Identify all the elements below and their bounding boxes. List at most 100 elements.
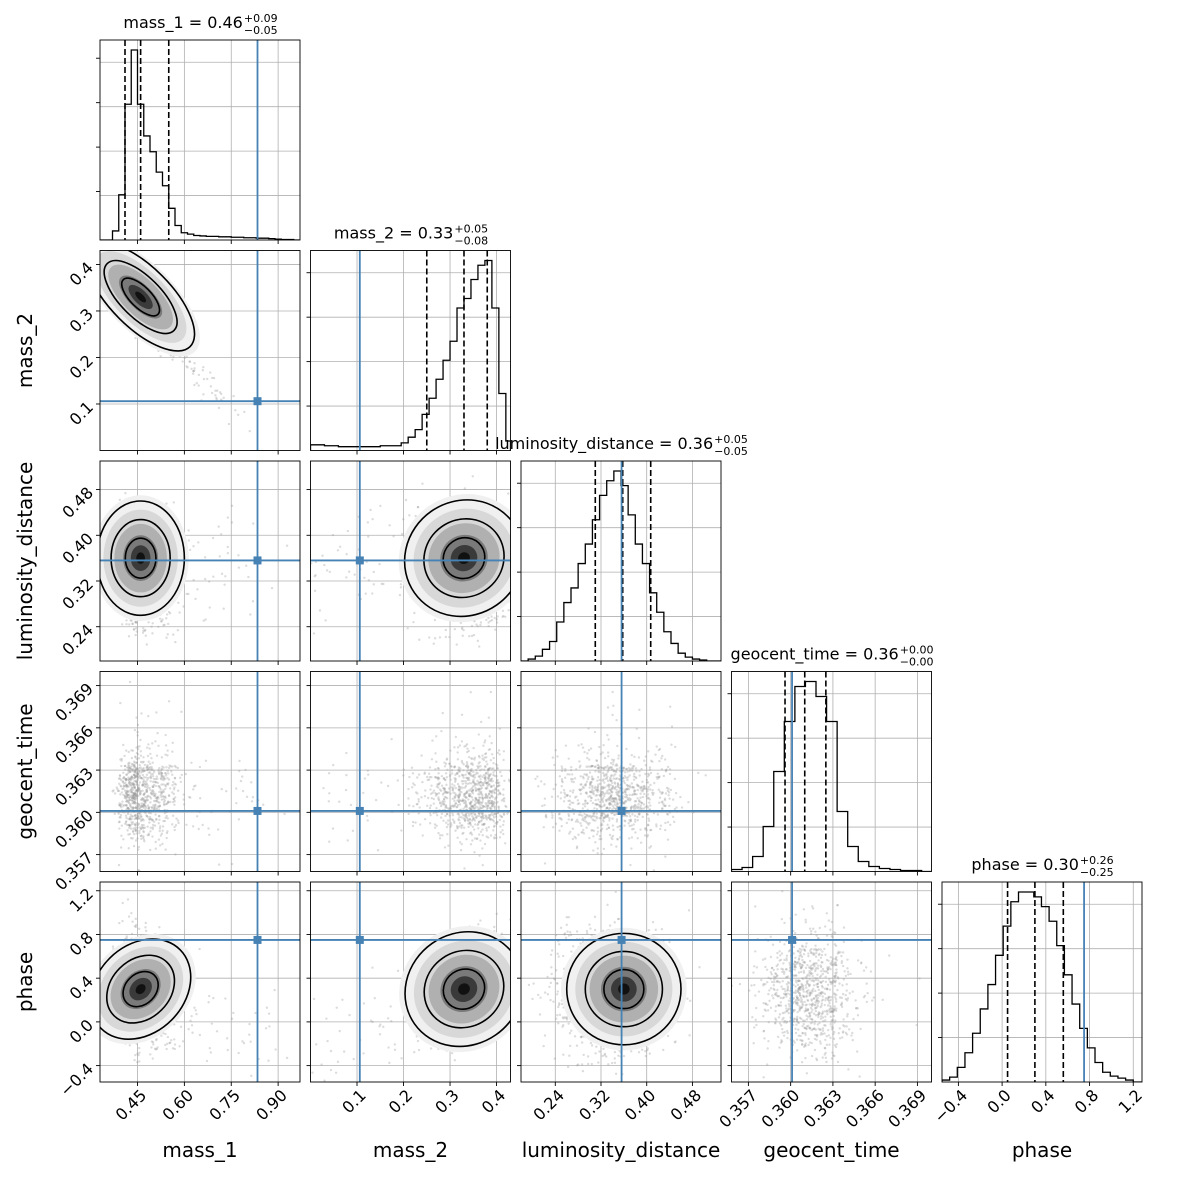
sample-point — [155, 775, 158, 778]
sample-point — [458, 821, 462, 825]
sample-point — [230, 521, 234, 524]
sample-point — [142, 804, 145, 808]
scatter-panel-mass_1-geocent_time — [100, 671, 300, 872]
sample-point — [648, 766, 652, 769]
sample-point — [652, 869, 656, 872]
sample-point — [591, 778, 594, 781]
sample-point — [138, 787, 141, 790]
sample-point — [446, 768, 449, 772]
sample-point — [151, 622, 154, 625]
sample-point — [468, 817, 471, 821]
sample-point — [505, 805, 508, 809]
sample-point — [135, 766, 139, 770]
sample-point — [144, 783, 148, 786]
sample-point — [143, 792, 146, 796]
sample-point — [481, 797, 484, 800]
sample-point — [153, 780, 156, 784]
sample-point — [338, 545, 342, 549]
sample-point — [477, 833, 481, 836]
sample-point — [490, 804, 494, 808]
sample-point — [590, 764, 593, 768]
sample-point — [495, 820, 499, 824]
sample-point — [666, 821, 670, 824]
sample-point — [462, 801, 466, 805]
sample-point — [562, 800, 566, 803]
sample-point — [469, 843, 473, 846]
sample-point — [481, 794, 484, 797]
sample-point — [142, 827, 145, 830]
sample-point — [474, 786, 477, 790]
sample-point — [172, 792, 176, 796]
sample-point — [134, 793, 137, 796]
sample-point — [164, 796, 167, 800]
sample-point — [143, 791, 146, 795]
sample-point — [171, 765, 174, 768]
sample-point — [450, 769, 454, 772]
sample-point — [468, 771, 471, 775]
sample-point — [128, 832, 132, 836]
sample-point — [488, 735, 491, 738]
sample-point — [469, 788, 472, 791]
sample-point — [487, 804, 490, 808]
sample-point — [130, 768, 133, 771]
sample-point — [450, 824, 453, 827]
sample-point — [119, 846, 123, 849]
sample-point — [496, 785, 499, 788]
sample-point — [450, 772, 454, 775]
sample-point — [351, 829, 355, 833]
sample-point — [411, 824, 415, 828]
sample-point — [136, 787, 140, 790]
sample-point — [478, 796, 481, 799]
sample-point — [144, 785, 147, 789]
sample-point — [456, 772, 459, 776]
sample-point — [230, 504, 234, 508]
sample-point — [142, 802, 145, 806]
sample-point — [466, 818, 470, 821]
sample-point — [132, 783, 135, 786]
sample-point — [160, 756, 164, 759]
sample-point — [135, 829, 138, 833]
sample-point — [133, 766, 137, 769]
sample-point — [435, 760, 438, 763]
sample-point — [478, 801, 481, 804]
sample-point — [467, 776, 471, 780]
sample-point — [149, 791, 153, 795]
sample-point — [463, 814, 466, 818]
sample-point — [158, 785, 161, 788]
sample-point — [493, 801, 496, 804]
sample-point — [477, 801, 481, 805]
sample-point — [134, 761, 137, 764]
sample-point — [217, 525, 220, 528]
sample-point — [244, 768, 247, 772]
sample-point — [417, 773, 421, 776]
sample-point — [435, 811, 438, 814]
sample-point — [628, 837, 631, 840]
sample-point — [467, 755, 471, 759]
sample-point — [155, 799, 159, 802]
sample-point — [467, 772, 471, 776]
sample-point — [130, 822, 134, 826]
sample-point — [589, 816, 593, 819]
sample-point — [136, 776, 139, 779]
sample-point — [137, 816, 140, 820]
sample-point — [476, 837, 479, 840]
sample-point — [152, 777, 156, 781]
sample-point — [490, 785, 494, 788]
sample-point — [132, 760, 136, 763]
sample-point — [197, 541, 200, 544]
sample-point — [142, 823, 145, 827]
sample-point — [136, 745, 140, 749]
sample-point — [150, 773, 153, 776]
sample-point — [444, 804, 448, 808]
sample-point — [235, 787, 238, 790]
sample-point — [157, 784, 160, 788]
sample-point — [477, 820, 481, 824]
sample-point — [460, 627, 464, 631]
sample-point — [129, 790, 133, 794]
sample-point — [464, 796, 468, 799]
sample-point — [661, 791, 664, 794]
sample-point — [146, 795, 149, 798]
sample-point — [467, 772, 470, 775]
sample-point — [192, 369, 195, 373]
sample-point — [463, 819, 467, 823]
